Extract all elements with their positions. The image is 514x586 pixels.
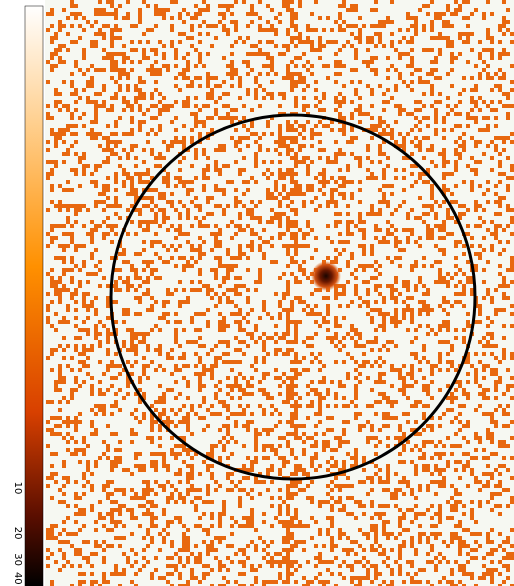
colorbar-tick-label: 30 bbox=[12, 553, 23, 566]
colorbar-tick-label: 20 bbox=[12, 527, 23, 540]
colorbar bbox=[25, 6, 43, 586]
colorbar-ticks: 10 20 30 40 bbox=[12, 482, 23, 585]
colorbar-tick-label: 40 bbox=[12, 572, 23, 585]
colorbar-tick-label: 10 bbox=[12, 482, 23, 495]
image-viewer: 10 20 30 40 bbox=[0, 0, 514, 586]
point-source bbox=[311, 261, 341, 291]
